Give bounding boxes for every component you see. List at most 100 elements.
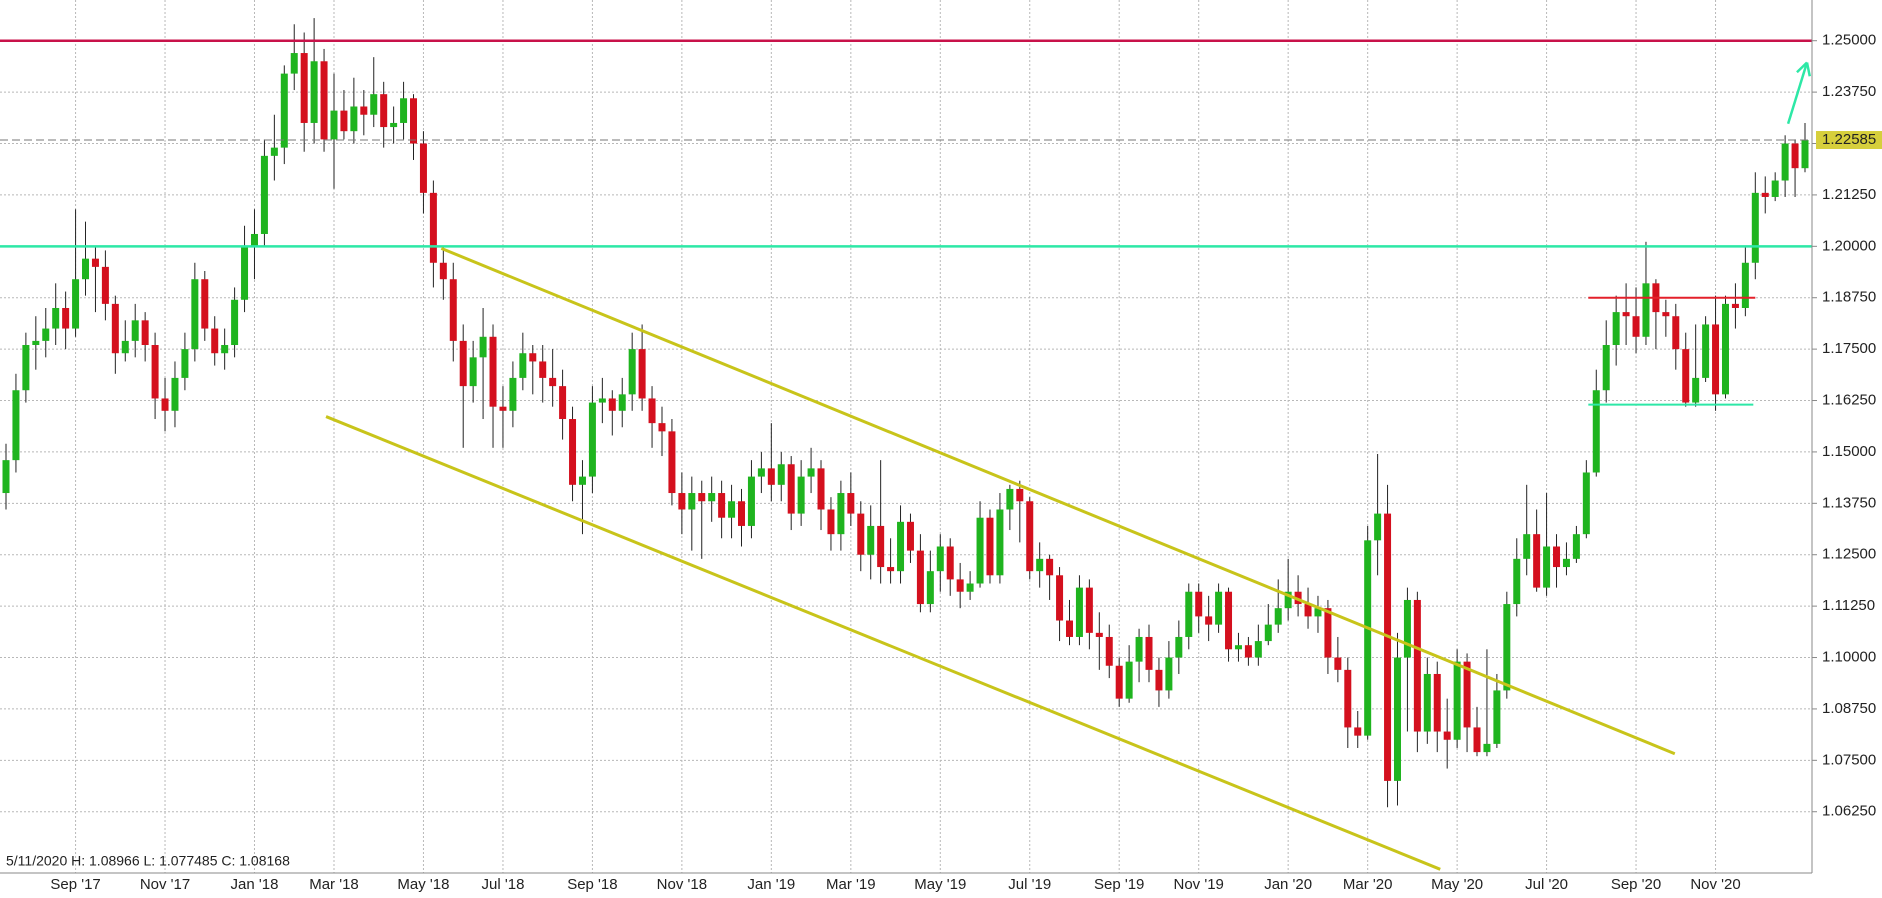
candle-body bbox=[1284, 591, 1292, 609]
candle-body bbox=[1801, 140, 1809, 169]
candle-body bbox=[211, 328, 219, 354]
candle-body bbox=[1453, 661, 1461, 740]
candle-body bbox=[72, 279, 80, 329]
candle-body bbox=[1582, 472, 1590, 535]
candle-body bbox=[1423, 673, 1431, 732]
candle-body bbox=[1493, 690, 1501, 744]
candle-body bbox=[1304, 604, 1312, 617]
x-tick-label: Mar '18 bbox=[309, 876, 359, 893]
candle-body bbox=[469, 357, 477, 387]
candle-body bbox=[1384, 513, 1392, 781]
candle-body bbox=[787, 464, 795, 514]
candle-body bbox=[1731, 303, 1739, 308]
candle-body bbox=[82, 258, 90, 280]
candle-body bbox=[1433, 673, 1441, 732]
candle-body bbox=[797, 476, 805, 514]
candle-body bbox=[1523, 534, 1531, 559]
candle-body bbox=[1572, 534, 1580, 559]
candle-body bbox=[1692, 377, 1700, 403]
candle-body bbox=[32, 340, 40, 346]
candle-body bbox=[121, 340, 129, 354]
candle-body bbox=[1761, 192, 1769, 197]
candle-body bbox=[300, 53, 308, 123]
candle-body bbox=[1135, 636, 1143, 662]
candle-body bbox=[1483, 743, 1491, 753]
y-tick-label: 1.25000 bbox=[1822, 32, 1876, 49]
x-tick-label: Jan '20 bbox=[1264, 876, 1312, 893]
axis-layer: 1.06250 1.07500 1.08750 1.10000 1.11250 1.125… bbox=[50, 32, 1882, 893]
candle-body bbox=[648, 398, 656, 424]
x-tick-label: Jul '20 bbox=[1525, 876, 1568, 893]
candle-body bbox=[1016, 488, 1024, 502]
candle-body bbox=[837, 493, 845, 535]
x-tick-label: Sep '19 bbox=[1094, 876, 1144, 893]
x-tick-label: Nov '18 bbox=[657, 876, 707, 893]
candle-body bbox=[410, 98, 418, 144]
candle-body bbox=[161, 398, 169, 411]
overlay-layer bbox=[0, 39, 1812, 871]
candle-body bbox=[698, 493, 706, 502]
candle-body bbox=[1075, 587, 1083, 637]
x-tick-label: Sep '18 bbox=[567, 876, 617, 893]
candle-body bbox=[1771, 180, 1779, 197]
candle-body bbox=[688, 493, 696, 510]
x-tick-label: Sep '20 bbox=[1611, 876, 1661, 893]
candle-body bbox=[1662, 312, 1670, 317]
candle-body bbox=[141, 320, 149, 346]
candle-body bbox=[598, 398, 606, 403]
candle-body bbox=[22, 345, 30, 391]
candle-body bbox=[1781, 143, 1789, 181]
candle-body bbox=[1393, 657, 1401, 781]
candle-body bbox=[1533, 534, 1541, 588]
last-price-label: 1.22585 bbox=[1822, 131, 1876, 148]
candle-body bbox=[1562, 558, 1570, 568]
candle-body bbox=[241, 246, 249, 300]
candle-body bbox=[221, 345, 229, 354]
candle-body bbox=[1165, 657, 1173, 691]
candle-body bbox=[151, 345, 159, 399]
candle-body bbox=[380, 94, 388, 128]
y-tick-label: 1.21250 bbox=[1822, 186, 1876, 203]
x-tick-label: Nov '19 bbox=[1174, 876, 1224, 893]
y-tick-label: 1.23750 bbox=[1822, 83, 1876, 100]
y-tick-label: 1.07500 bbox=[1822, 751, 1876, 768]
candle-body bbox=[1751, 192, 1759, 263]
candle-body bbox=[1185, 591, 1193, 637]
x-tick-label: Jul '18 bbox=[482, 876, 525, 893]
candle-body bbox=[708, 493, 716, 502]
candle-body bbox=[936, 546, 944, 572]
candle-body bbox=[52, 307, 60, 329]
candle-body bbox=[459, 340, 467, 387]
candle-body bbox=[1215, 591, 1223, 625]
candle-body bbox=[1553, 546, 1561, 568]
candle-body bbox=[608, 398, 616, 411]
candle-body bbox=[1056, 575, 1064, 621]
x-tick-label: Mar '20 bbox=[1343, 876, 1393, 893]
y-tick-label: 1.06250 bbox=[1822, 803, 1876, 820]
candle-body bbox=[1006, 488, 1014, 510]
candle-body bbox=[1115, 665, 1123, 699]
candle-body bbox=[1632, 316, 1640, 337]
candle-body bbox=[966, 583, 974, 592]
candle-body bbox=[1354, 727, 1362, 736]
candle-body bbox=[400, 98, 408, 123]
y-tick-label: 1.17500 bbox=[1822, 340, 1876, 357]
candle-body bbox=[728, 501, 736, 518]
candle-body bbox=[569, 419, 577, 485]
candle-body bbox=[747, 476, 755, 526]
candle-body bbox=[62, 307, 70, 329]
candle-body bbox=[429, 192, 437, 263]
candle-body bbox=[1712, 324, 1720, 395]
candle-body bbox=[1125, 661, 1133, 699]
candle-body bbox=[101, 266, 109, 304]
x-tick-label: May '20 bbox=[1431, 876, 1483, 893]
candle-body bbox=[1065, 620, 1073, 637]
x-tick-label: May '18 bbox=[397, 876, 449, 893]
candle-body bbox=[320, 61, 328, 140]
candle-body bbox=[996, 509, 1004, 576]
y-tick-label: 1.20000 bbox=[1822, 237, 1876, 254]
candle-body bbox=[489, 336, 497, 407]
candle-body bbox=[738, 501, 746, 526]
candle-body bbox=[1046, 558, 1054, 576]
